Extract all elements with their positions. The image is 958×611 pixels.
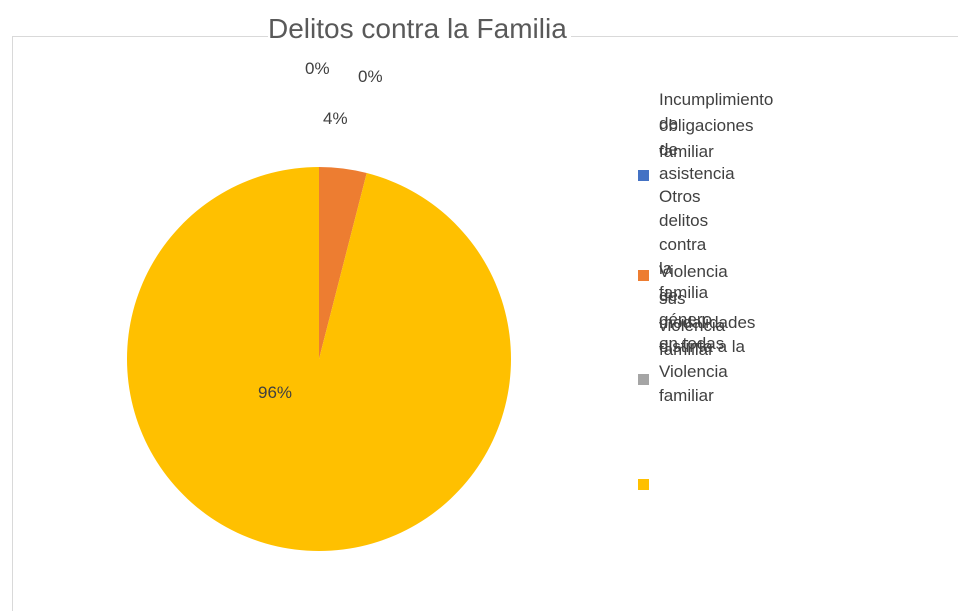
pie-slices xyxy=(126,167,511,552)
pie-slice-yellow xyxy=(126,167,511,552)
legend-swatch-orange xyxy=(638,270,649,281)
pie-slice-orange xyxy=(319,167,367,359)
legend-label-line: sus modalidades distinta a la xyxy=(659,289,756,356)
legend-label-line: obligaciones de asistencia xyxy=(659,116,754,183)
legend-label-line: Incumplimiento de xyxy=(659,90,774,133)
legend-label-line: Otros delitos contra la familia xyxy=(659,187,709,302)
legend-label-line: Violencia familiar xyxy=(659,362,728,405)
data-label-0pct-a: 0% xyxy=(305,59,330,78)
data-label-4pct: 4% xyxy=(323,109,348,128)
legend-swatch-gray xyxy=(638,374,649,385)
chart-title: Delitos contra la Familia xyxy=(268,12,571,46)
legend-label-line: violencia familiar xyxy=(659,316,726,359)
data-label-96pct: 96% xyxy=(258,383,293,402)
data-label-0pct-b: 0% xyxy=(358,67,383,86)
legend-swatch-yellow xyxy=(638,479,649,490)
legend-label-line: familiar xyxy=(659,142,714,161)
legend-label-line: Violencia de género en todas xyxy=(659,262,728,353)
legend-swatch-blue xyxy=(638,170,649,181)
